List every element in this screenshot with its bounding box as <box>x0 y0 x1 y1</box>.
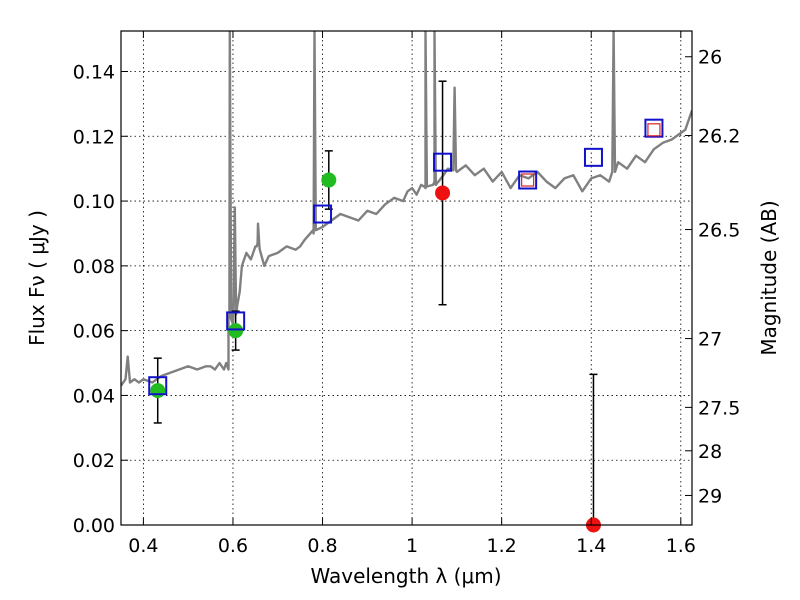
y-tick-label: 0.12 <box>73 126 115 148</box>
right-tick-label: 28 <box>698 441 722 463</box>
data-point <box>150 383 166 399</box>
data-point <box>228 323 244 339</box>
y-tick-label: 0.02 <box>73 450 115 472</box>
x-tick-label: 0.4 <box>128 535 158 557</box>
x-tick-label: 0.6 <box>218 535 248 557</box>
model-spectrum <box>121 31 692 387</box>
x-tick-label: 1.6 <box>666 535 696 557</box>
model-box-inner <box>521 173 535 187</box>
model-spectrum-line <box>121 31 692 387</box>
data-point <box>435 185 451 201</box>
grid <box>121 31 692 526</box>
x-tick-label: 0.8 <box>307 535 337 557</box>
right-tick-label: 27.5 <box>698 397 740 419</box>
x-tick-label: 1 <box>406 535 418 557</box>
y-tick-label: 0.10 <box>73 191 115 213</box>
y-tick-label: 0.14 <box>73 61 115 83</box>
model-box <box>148 376 168 396</box>
right-tick-label: 29 <box>698 485 722 507</box>
x-tick-label: 1.4 <box>576 535 606 557</box>
model-box <box>313 204 333 224</box>
right-axis-title: Magnitude (AB) <box>757 200 781 355</box>
right-tick-label: 26.5 <box>698 220 740 242</box>
model-box-inner <box>647 123 661 137</box>
x-tick-label: 1.2 <box>487 535 517 557</box>
y-tick-label: 0.00 <box>73 515 115 537</box>
plot-frame <box>120 30 693 526</box>
right-tick-label: 27 <box>698 329 722 351</box>
model-box <box>226 311 246 331</box>
data-point <box>321 172 337 188</box>
x-axis-title: Wavelength λ (μm) <box>310 564 501 588</box>
y-tick-label: 0.04 <box>73 385 115 407</box>
model-box <box>518 170 538 190</box>
y-tick-label: 0.08 <box>73 256 115 278</box>
data-markers <box>148 80 664 533</box>
model-box <box>644 118 664 138</box>
y-tick-label: 0.06 <box>73 321 115 343</box>
model-box <box>433 152 453 172</box>
right-tick-label: 26.2 <box>698 126 740 148</box>
right-tick-label: 26 <box>698 47 722 69</box>
y-axis-title: Flux Fν ( μJy ) <box>25 210 49 346</box>
model-box <box>583 147 603 167</box>
ticks: 0.4 0.6 0.8 1 1.2 1.4 1.6 0.00 0.02 0.04 0.06 0.08 0… <box>73 31 740 557</box>
